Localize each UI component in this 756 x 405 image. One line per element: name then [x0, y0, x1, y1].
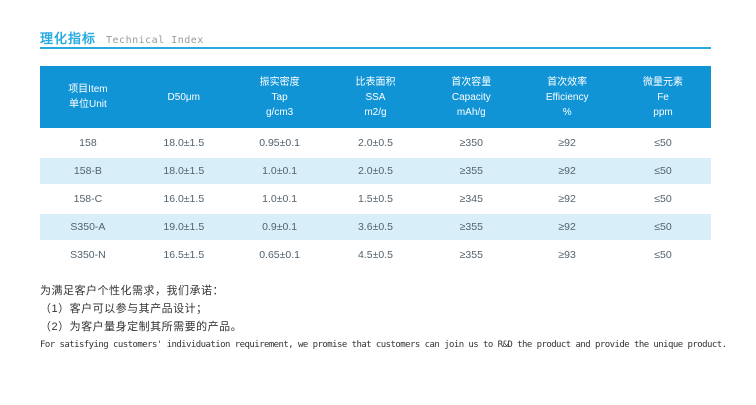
cell-trace-fe: ≤50	[615, 184, 711, 213]
cell-capacity: ≥355	[423, 212, 520, 242]
cell-trace-fe: ≤50	[615, 212, 711, 242]
cell-tap-density: 1.0±0.1	[231, 156, 328, 186]
cell-d50: 18.0±1.5	[135, 156, 232, 186]
col-header-item: 项目Item 单位Unit	[40, 66, 136, 129]
col-header-line: 首次容量	[451, 76, 492, 88]
col-header-line: 单位Unit	[69, 99, 107, 110]
note-line-zh-2: （2）为客户量身定制其所需要的产品。	[40, 321, 243, 333]
col-header-line: mAh/g	[456, 106, 486, 118]
cell-trace-fe: ≤50	[615, 128, 711, 157]
col-header-line: %	[562, 106, 572, 118]
cell-d50: 16.0±1.5	[135, 184, 232, 213]
cell-trace-fe: ≤50	[615, 156, 711, 186]
cell-item: 158-C	[40, 184, 136, 213]
header-divider	[40, 47, 711, 49]
cell-capacity: ≥355	[423, 240, 520, 268]
cell-efficiency: ≥92	[519, 184, 616, 213]
cell-d50: 16.5±1.5	[135, 240, 232, 268]
cell-capacity: ≥345	[423, 184, 520, 213]
col-header-line: SSA	[365, 91, 386, 103]
cell-trace-fe: ≤50	[615, 240, 711, 268]
col-header-line: Fe	[657, 91, 669, 103]
col-header-line: g/cm3	[265, 106, 294, 118]
table-row-158-b: 158-B 18.0±1.5 1.0±0.1 2.0±0.5 ≥355 ≥92 …	[40, 156, 711, 186]
table-row-s350-n: S350-N 16.5±1.5 0.65±0.1 4.5±0.5 ≥355 ≥9…	[40, 240, 711, 268]
cell-item: 158	[40, 128, 136, 157]
cell-ssa: 2.0±0.5	[327, 128, 424, 157]
cell-efficiency: ≥92	[519, 212, 616, 242]
cell-tap-density: 0.65±0.1	[231, 240, 328, 268]
note-line-zh: 为满足客户个性化需求，我们承诺：	[40, 285, 224, 297]
cell-efficiency: ≥92	[519, 156, 616, 186]
col-header-trace-fe: 微量元素 Fe ppm	[615, 66, 711, 129]
table-row-158-c: 158-C 16.0±1.5 1.0±0.1 1.5±0.5 ≥345 ≥92 …	[40, 184, 711, 213]
col-header-efficiency: 首次效率 Efficiency %	[519, 66, 616, 129]
col-header-line: 微量元素	[643, 76, 684, 88]
note-line-en: For satisfying customers' individuation …	[40, 340, 727, 350]
cell-ssa: 1.5±0.5	[327, 184, 424, 213]
col-header-line: 比表面积	[355, 76, 396, 88]
col-header-tap-density: 振实密度 Tap g/cm3	[231, 66, 328, 129]
cell-ssa: 2.0±0.5	[327, 156, 424, 186]
col-header-ssa: 比表面积 SSA m2/g	[327, 66, 424, 129]
section-header: 理化指标 Technical Index	[40, 28, 204, 48]
col-header-line: Capacity	[451, 91, 491, 103]
col-header-line: ppm	[653, 106, 673, 118]
table-row-s350-a: S350-A 19.0±1.5 0.9±0.1 3.6±0.5 ≥355 ≥92…	[40, 212, 711, 242]
cell-item: 158-B	[40, 156, 136, 186]
cell-capacity: ≥350	[423, 128, 520, 157]
cell-capacity: ≥355	[423, 156, 520, 186]
col-header-line: m2/g	[364, 106, 387, 118]
page-title-zh: 理化指标	[40, 31, 97, 46]
cell-efficiency: ≥92	[519, 128, 616, 157]
col-header-line: 振实密度	[259, 76, 300, 88]
table-header: 项目Item 单位Unit D50μm 振实密度 Tap g/cm3 比表面积 …	[40, 66, 711, 129]
cell-tap-density: 1.0±0.1	[231, 184, 328, 213]
col-header-d50: D50μm	[135, 66, 232, 129]
cell-item: S350-A	[40, 212, 136, 242]
cell-d50: 18.0±1.5	[135, 128, 232, 157]
col-header-line: Efficiency	[545, 91, 589, 103]
col-header-capacity: 首次容量 Capacity mAh/g	[423, 66, 520, 129]
col-header-line: Tap	[271, 91, 288, 103]
cell-ssa: 3.6±0.5	[327, 212, 424, 242]
cell-d50: 19.0±1.5	[135, 212, 232, 242]
cell-tap-density: 0.95±0.1	[231, 128, 328, 157]
promise-notes: 为满足客户个性化需求，我们承诺： （1）客户可以参与其产品设计； （2）为客户量…	[40, 282, 727, 350]
col-header-line: 首次效率	[547, 76, 588, 88]
col-header-line: 项目Item	[68, 84, 108, 95]
cell-ssa: 4.5±0.5	[327, 240, 424, 268]
cell-efficiency: ≥93	[519, 240, 616, 268]
table-body: 158 18.0±1.5 0.95±0.1 2.0±0.5 ≥350 ≥92 ≤…	[40, 128, 711, 268]
page-title-en: Technical Index	[106, 35, 204, 46]
cell-item: S350-N	[40, 240, 136, 268]
cell-tap-density: 0.9±0.1	[231, 212, 328, 242]
note-line-zh-1: （1）客户可以参与其产品设计；	[40, 303, 208, 315]
col-header-line: D50μm	[167, 91, 200, 103]
table-row-158: 158 18.0±1.5 0.95±0.1 2.0±0.5 ≥350 ≥92 ≤…	[40, 128, 711, 157]
table-header-row: 项目Item 单位Unit D50μm 振实密度 Tap g/cm3 比表面积 …	[40, 66, 711, 129]
technical-index-table: 项目Item 单位Unit D50μm 振实密度 Tap g/cm3 比表面积 …	[40, 66, 711, 268]
